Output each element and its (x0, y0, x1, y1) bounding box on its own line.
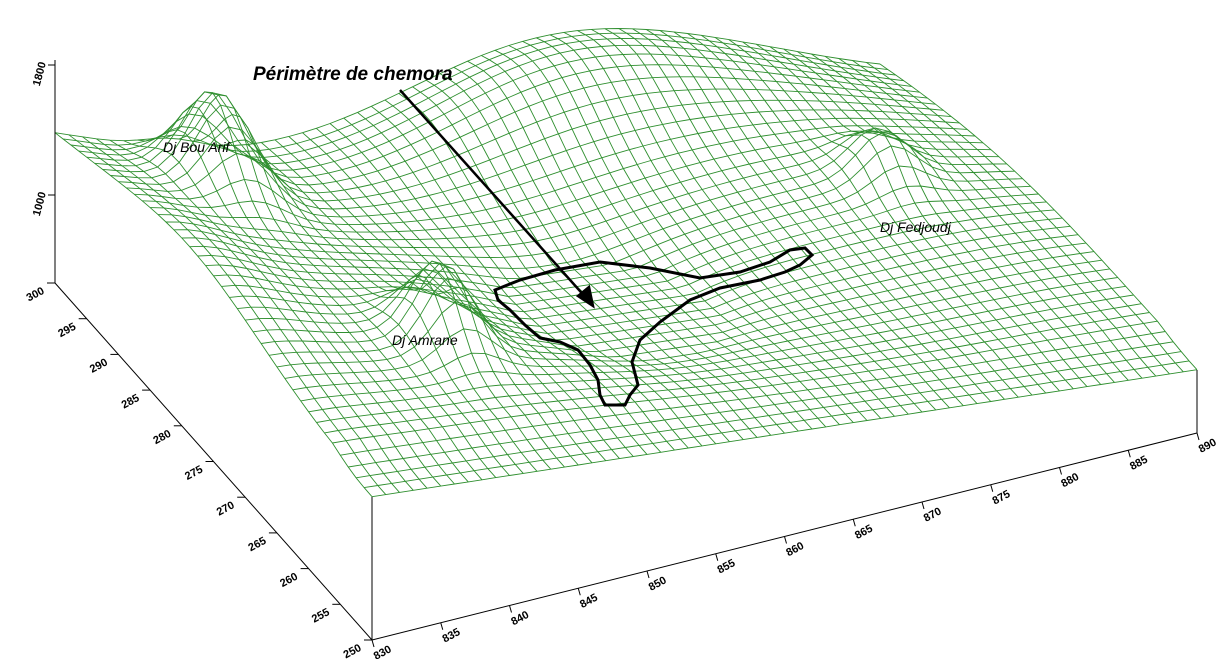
x-tick (647, 571, 649, 578)
page: 3D terrain html, body { margin: 0; paddi… (0, 0, 1229, 659)
y-tick-label: 270 (215, 499, 237, 518)
mesh-line (118, 100, 943, 201)
x-tick-label: 840 (509, 609, 531, 628)
x-tick (853, 519, 855, 526)
mesh-line (866, 62, 1183, 371)
x-tick-label: 860 (784, 540, 806, 559)
mesh-line (309, 295, 1134, 412)
x-tick (1197, 433, 1199, 440)
y-tick-label: 290 (88, 356, 110, 375)
x-tick-label: 875 (991, 488, 1013, 507)
mesh-line (55, 133, 372, 497)
peak-label: Dj Amrane (392, 332, 458, 348)
y-tick-label: 295 (56, 321, 78, 340)
x-tick (1060, 468, 1062, 475)
mesh-line (468, 61, 785, 433)
mesh-line (206, 186, 1031, 297)
x-tick-label: 880 (1059, 471, 1081, 490)
x-tick (991, 485, 993, 492)
mesh-line (839, 59, 1156, 377)
mesh-line (190, 146, 1015, 279)
x-tick-label: 845 (578, 592, 600, 611)
perimeter-outline (495, 248, 812, 405)
x-tick-label: 835 (441, 626, 463, 645)
x-tick-label: 885 (1128, 454, 1150, 473)
mesh-line (206, 140, 523, 473)
y-tick-label: 300 (25, 285, 47, 304)
y-tick-label: 275 (183, 464, 205, 483)
body: {"title": "Périmètre de chemora", "peaks… (0, 0, 1229, 659)
terrain-figure: Périmètre de chemora Dj Bou Arif Dj Amra… (0, 0, 1229, 659)
y-tick-label: 280 (151, 428, 173, 447)
y-tick-label: 265 (246, 535, 268, 554)
mesh-line (138, 130, 455, 484)
mesh-line (158, 133, 983, 240)
x-tick (510, 606, 512, 613)
mesh-line (55, 29, 880, 146)
z-tick-label: 1000 (31, 191, 49, 218)
mesh-line (356, 352, 1181, 478)
x-tick-label: 855 (716, 557, 738, 576)
mesh-line (364, 361, 1189, 488)
mesh-line (234, 146, 551, 470)
x-tick (716, 554, 718, 561)
x-tick (785, 537, 787, 544)
x-tick (441, 623, 443, 630)
arrow (400, 90, 593, 306)
x-tick (578, 588, 580, 595)
peak-label: Dj Bou Arif (163, 139, 232, 155)
x-tick (1128, 450, 1130, 457)
perimeter-title: Périmètre de chemora (253, 64, 453, 85)
x-tick-label: 890 (1197, 436, 1219, 455)
terrain-mesh (55, 29, 1197, 497)
mesh-line (564, 32, 881, 418)
x-tick (372, 640, 374, 647)
x-tick-label: 830 (372, 643, 394, 659)
y-tick-label: 260 (278, 571, 300, 590)
peak-label: Dj Fedjoudj (880, 219, 952, 235)
y-tick-label: 250 (342, 642, 364, 659)
x-tick-label: 865 (853, 523, 875, 542)
y-tick-label: 255 (310, 606, 332, 625)
y-tick-label: 285 (120, 392, 142, 411)
z-tick-label: 1800 (31, 61, 49, 88)
mesh-line (214, 194, 1039, 304)
mesh-line (69, 135, 386, 495)
mesh-line (330, 124, 647, 455)
mesh-line (95, 65, 920, 178)
x-tick-label: 850 (647, 574, 669, 593)
x-tick-label: 870 (922, 505, 944, 524)
x-tick (922, 502, 924, 509)
mesh-line (166, 130, 991, 248)
mesh-line (151, 107, 468, 482)
